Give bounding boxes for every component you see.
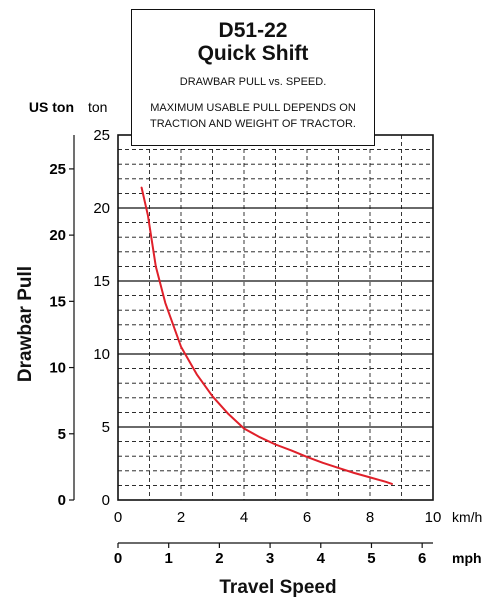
secondary-x-tick-label: 4 [317, 550, 326, 567]
primary-y-tick-label: 15 [93, 273, 110, 290]
primary-x-unit-label: km/h [452, 509, 482, 525]
secondary-y-tick-label: 20 [49, 227, 66, 244]
primary-y-tick-label: 25 [93, 127, 110, 144]
secondary-x-tick-label: 3 [266, 550, 274, 567]
secondary-y-unit-label: US ton [29, 99, 74, 115]
primary-y-tick-label: 5 [102, 419, 110, 436]
chart-title: D51-22 [218, 19, 288, 42]
secondary-x-tick-label: 6 [418, 550, 426, 567]
primary-x-tick-label: 0 [114, 509, 122, 526]
primary-y-unit-label: ton [88, 99, 107, 115]
primary-x-tick-label: 2 [177, 509, 185, 526]
x-axis-title: Travel Speed [219, 577, 337, 598]
primary-x-tick-label: 6 [303, 509, 311, 526]
primary-y-tick-label: 0 [102, 492, 110, 509]
chart-note-line: MAXIMUM USABLE PULL DEPENDS ON [150, 102, 356, 114]
secondary-x-tick-label: 5 [367, 550, 375, 567]
primary-x-tick-label: 10 [425, 509, 442, 526]
secondary-y-tick-label: 0 [58, 492, 66, 509]
primary-x-tick-label: 4 [240, 509, 248, 526]
axes [69, 134, 434, 548]
chart-info-box: D51-22 Quick Shift DRAWBAR PULL vs. SPEE… [131, 9, 375, 146]
secondary-y-tick-label: 15 [49, 293, 66, 310]
secondary-y-tick-label: 25 [49, 161, 66, 178]
grid [118, 135, 433, 500]
primary-y-tick-label: 20 [93, 200, 110, 217]
y-axis-title: Drawbar Pull [6, 254, 46, 394]
series-layer [140, 186, 393, 485]
primary-y-tick-label: 10 [93, 346, 110, 363]
chart-caption: DRAWBAR PULL vs. SPEED. [179, 76, 327, 88]
primary-x-tick-label: 8 [366, 509, 374, 526]
drawbar-pull-curve [140, 186, 393, 485]
chart-note-line: TRACTION AND WEIGHT OF TRACTOR. [150, 118, 356, 130]
chart-note: MAXIMUM USABLE PULL DEPENDS ON TRACTION … [132, 100, 374, 132]
secondary-y-tick-label: 5 [58, 426, 66, 443]
y-axis-title-text: Drawbar Pull [15, 265, 36, 383]
secondary-x-unit-label: mph [452, 550, 482, 566]
secondary-x-tick-label: 0 [114, 550, 122, 567]
secondary-y-tick-label: 10 [49, 360, 66, 377]
chart-subtitle: Quick Shift [197, 42, 309, 65]
secondary-x-tick-label: 2 [215, 550, 223, 567]
secondary-x-tick-label: 1 [165, 550, 173, 567]
